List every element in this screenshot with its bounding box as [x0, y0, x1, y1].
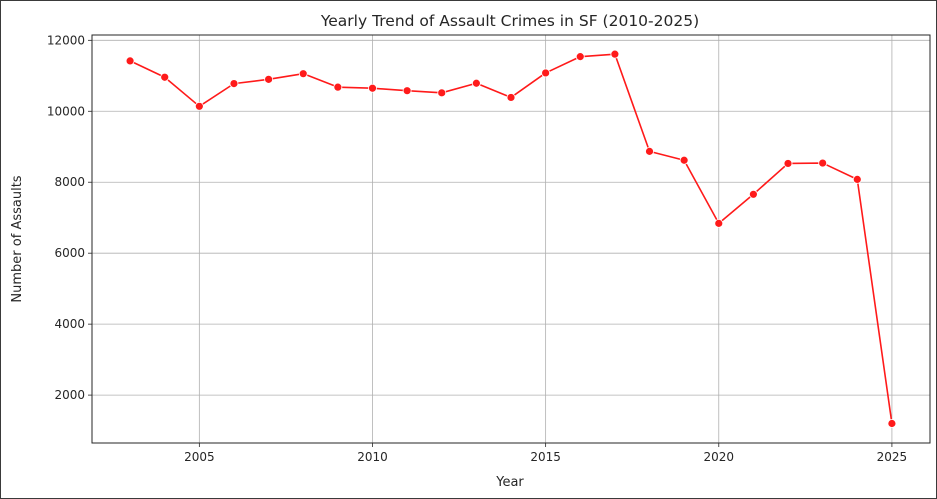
data-point — [471, 78, 481, 88]
plot-area-border — [91, 34, 931, 444]
data-point — [160, 72, 170, 82]
y-tick-label: 8000 — [54, 175, 85, 189]
data-point — [333, 82, 343, 92]
x-tick-label: 2015 — [530, 450, 561, 464]
data-point — [229, 79, 239, 89]
grid — [92, 35, 930, 443]
data-point — [506, 93, 516, 102]
data-point — [437, 88, 447, 98]
y-axis-ticks: 2000 4000 6000 8000 10000 12000 — [47, 33, 92, 402]
data-point — [783, 159, 793, 168]
data-point — [818, 158, 828, 168]
x-tick-label: 2005 — [184, 450, 215, 464]
x-tick-label: 2020 — [703, 450, 734, 464]
data-point — [298, 69, 308, 79]
x-axis-label: Year — [495, 475, 524, 490]
chart-title: Yearly Trend of Assault Crimes in SF (20… — [320, 12, 699, 30]
data-point — [852, 174, 862, 184]
x-tick-label: 2025 — [877, 450, 908, 464]
data-point — [368, 83, 377, 93]
data-point — [645, 146, 654, 156]
data-point — [575, 52, 585, 62]
x-tick-label: 2010 — [357, 450, 388, 464]
data-point — [264, 74, 274, 84]
series-line — [129, 53, 893, 424]
data-point — [541, 68, 551, 78]
y-axis-label: Number of Assaults — [10, 175, 25, 302]
data-point — [194, 101, 204, 111]
series-assaults — [125, 49, 897, 428]
x-axis-ticks: 2005 2010 2015 2020 2025 — [184, 443, 907, 464]
data-point — [887, 419, 897, 428]
data-point — [714, 218, 724, 228]
y-tick-label: 4000 — [54, 317, 85, 331]
data-point — [679, 155, 689, 165]
data-point — [402, 86, 412, 96]
data-point — [610, 49, 620, 59]
y-tick-label: 10000 — [47, 104, 85, 118]
data-point — [125, 56, 135, 66]
y-tick-label: 12000 — [47, 33, 85, 47]
y-tick-label: 6000 — [54, 246, 85, 260]
data-point — [748, 189, 758, 199]
y-tick-label: 2000 — [54, 388, 85, 402]
